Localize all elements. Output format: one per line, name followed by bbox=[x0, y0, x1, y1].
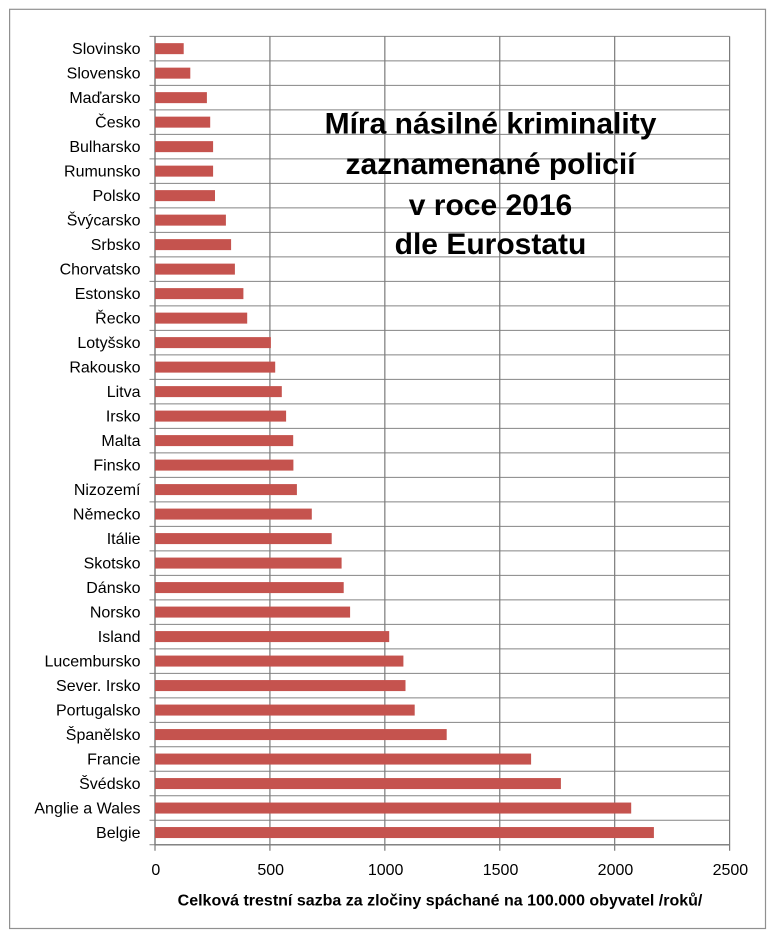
svg-text:Řecko: Řecko bbox=[95, 309, 140, 328]
svg-text:Sever. Irsko: Sever. Irsko bbox=[56, 678, 141, 695]
svg-text:Skotsko: Skotsko bbox=[84, 556, 141, 573]
svg-text:Lucembursko: Lucembursko bbox=[44, 654, 140, 671]
svg-text:Maďarsko: Maďarsko bbox=[69, 90, 140, 107]
svg-text:0: 0 bbox=[151, 862, 160, 879]
svg-text:1000: 1000 bbox=[368, 862, 404, 879]
svg-text:Anglie a Wales: Anglie a Wales bbox=[34, 801, 140, 818]
svg-text:Dánsko: Dánsko bbox=[86, 580, 140, 597]
svg-text:Chorvatsko: Chorvatsko bbox=[60, 262, 141, 279]
svg-text:Irsko: Irsko bbox=[106, 409, 141, 426]
svg-text:Nizozemí: Nizozemí bbox=[74, 482, 141, 499]
svg-text:Slovinsko: Slovinsko bbox=[72, 41, 141, 58]
svg-text:Norsko: Norsko bbox=[90, 605, 141, 622]
svg-text:Rakousko: Rakousko bbox=[69, 360, 140, 377]
svg-text:2000: 2000 bbox=[598, 862, 634, 879]
svg-text:Estonsko: Estonsko bbox=[75, 286, 141, 303]
svg-text:Island: Island bbox=[98, 629, 141, 646]
svg-text:Malta: Malta bbox=[101, 433, 140, 450]
svg-text:Litva: Litva bbox=[107, 384, 141, 401]
svg-text:1500: 1500 bbox=[483, 862, 519, 879]
svg-text:Portugalsko: Portugalsko bbox=[56, 703, 141, 720]
svg-text:Lotyšsko: Lotyšsko bbox=[77, 335, 140, 352]
svg-text:Polsko: Polsko bbox=[92, 188, 140, 205]
svg-text:v roce 2016: v roce 2016 bbox=[409, 189, 572, 222]
svg-text:dle Eurostatu: dle Eurostatu bbox=[395, 228, 587, 261]
svg-text:Finsko: Finsko bbox=[93, 458, 140, 475]
svg-text:Rumunsko: Rumunsko bbox=[64, 164, 141, 181]
svg-text:Srbsko: Srbsko bbox=[91, 237, 141, 254]
svg-text:Německo: Německo bbox=[73, 507, 141, 524]
svg-text:Belgie: Belgie bbox=[96, 825, 141, 842]
svg-text:Švýcarsko: Švýcarsko bbox=[67, 211, 141, 230]
svg-text:2500: 2500 bbox=[713, 862, 749, 879]
svg-text:Francie: Francie bbox=[87, 752, 140, 769]
svg-text:zaznamenané policií: zaznamenané policií bbox=[345, 148, 637, 181]
svg-text:Švédsko: Švédsko bbox=[79, 774, 140, 793]
svg-text:Celková trestní sazba za zloči: Celková trestní sazba za zločiny spáchan… bbox=[178, 893, 703, 910]
svg-text:500: 500 bbox=[257, 862, 284, 879]
svg-text:Itálie: Itálie bbox=[107, 531, 141, 548]
svg-text:Bulharsko: Bulharsko bbox=[69, 139, 140, 156]
svg-text:Míra násilné kriminality: Míra násilné kriminality bbox=[325, 108, 657, 141]
svg-text:Česko: Česko bbox=[95, 113, 140, 132]
svg-text:Slovensko: Slovensko bbox=[67, 66, 141, 83]
svg-text:Španělsko: Španělsko bbox=[66, 725, 141, 744]
